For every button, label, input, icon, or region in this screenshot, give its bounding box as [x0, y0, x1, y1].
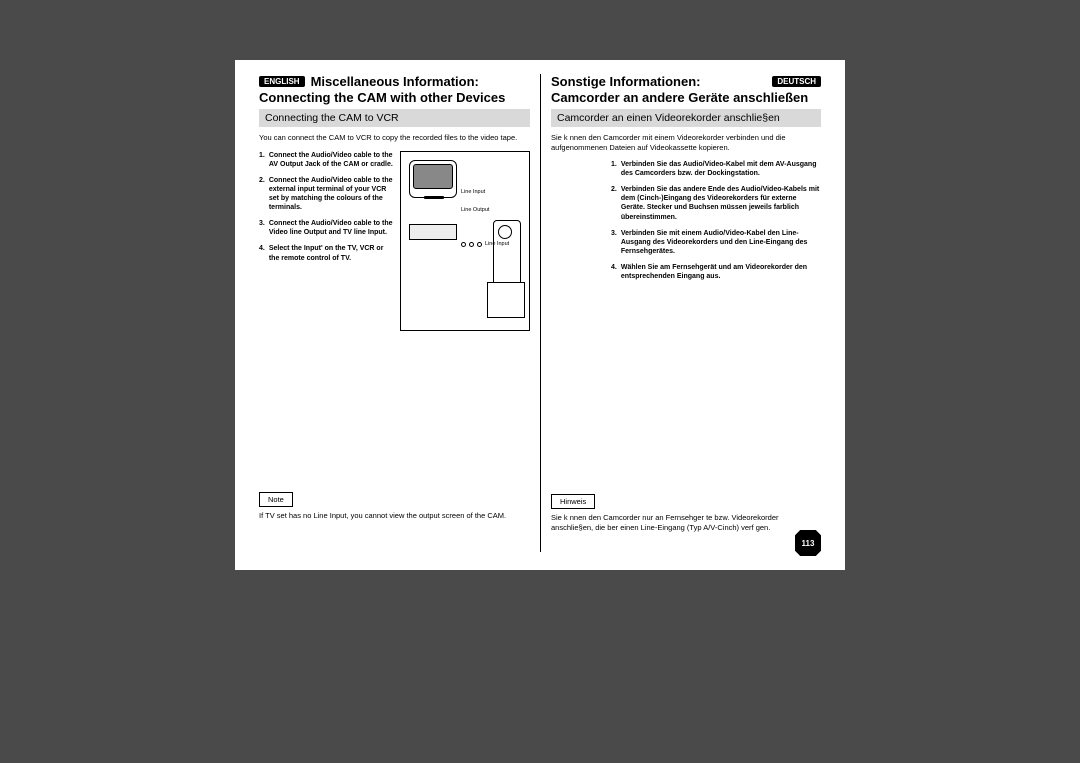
note-area: Hinweis Sie k nnen den Camcorder nur an … [551, 491, 817, 532]
title-line2: Connecting the CAM with other Devices [259, 91, 530, 105]
step-4: 4.Wählen Sie am Fernsehgerät und am Vide… [611, 263, 821, 281]
column-deutsch: Sonstige Informationen: DEUTSCH Camcorde… [540, 74, 827, 552]
step-4: 4.Select the Input' on the TV, VCR or th… [259, 244, 394, 262]
note-text: Sie k nnen den Camcorder nur an Fernsehg… [551, 513, 817, 532]
note-label: Note [259, 492, 293, 507]
intro-text: You can connect the CAM to VCR to copy t… [259, 133, 530, 142]
title-line1: Miscellaneous Information: [311, 74, 479, 89]
note-area: Note If TV set has no Line Input, you ca… [259, 489, 534, 520]
column-english: ENGLISH Miscellaneous Information: Conne… [253, 74, 540, 552]
step-3: 3.Verbinden Sie mit einem Audio/Video-Ka… [611, 229, 821, 256]
cradle-icon [487, 282, 525, 318]
note-label: Hinweis [551, 494, 595, 509]
section-heading: Camcorder an einen Videorekorder anschli… [551, 109, 821, 127]
section-heading: Connecting the CAM to VCR [259, 109, 530, 127]
label-line-input-tv: Line Input [461, 190, 485, 196]
step-1: 1.Connect the Audio/Video cable to the A… [259, 151, 394, 169]
step-2: 2.Verbinden Sie das andere Ende des Audi… [611, 185, 821, 221]
page-number: 113 [795, 530, 821, 556]
step-1: 1.Verbinden Sie das Audio/Video-Kabel mi… [611, 160, 821, 178]
steps-list: 1.Connect the Audio/Video cable to the A… [259, 151, 394, 331]
connection-diagram: Line Input Line Output Line Input [400, 151, 530, 331]
note-text: If TV set has no Line Input, you cannot … [259, 511, 534, 520]
page-number-badge: 113 [795, 530, 821, 556]
header-row: Sonstige Informationen: DEUTSCH [551, 74, 821, 89]
lang-badge-deutsch: DEUTSCH [772, 76, 821, 87]
steps-diagram-row: 1.Connect the Audio/Video cable to the A… [259, 151, 530, 331]
header-row: ENGLISH Miscellaneous Information: [259, 74, 530, 89]
title-line1: Sonstige Informationen: [551, 74, 701, 89]
label-line-output: Line Output [461, 208, 489, 214]
title-line2: Camcorder an andere Geräte anschließen [551, 91, 821, 105]
step-3: 3.Connect the Audio/Video cable to the V… [259, 219, 394, 237]
steps-list: 1.Verbinden Sie das Audio/Video-Kabel mi… [611, 160, 821, 281]
step-2: 2.Connect the Audio/Video cable to the e… [259, 176, 394, 212]
intro-text: Sie k nnen den Camcorder mit einem Video… [551, 133, 821, 152]
lang-badge-english: ENGLISH [259, 76, 305, 87]
camera-icon [493, 220, 521, 290]
vcr-icon [409, 224, 457, 240]
tv-icon [409, 160, 457, 198]
manual-page: ENGLISH Miscellaneous Information: Conne… [235, 60, 845, 570]
